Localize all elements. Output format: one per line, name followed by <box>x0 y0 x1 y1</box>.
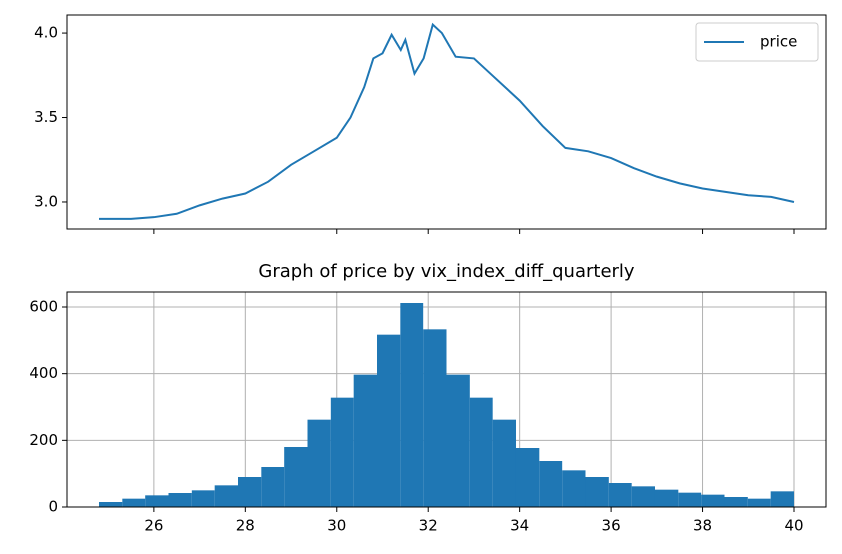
legend-box <box>695 22 819 62</box>
histogram-bar <box>562 470 586 507</box>
histogram-bar <box>99 502 123 507</box>
histogram-bar <box>330 397 354 507</box>
axes-frame <box>66 291 827 508</box>
histogram-bar <box>122 498 146 507</box>
histogram-bar <box>631 486 655 507</box>
y-tick-label: 400 <box>29 364 58 382</box>
histogram-bar <box>747 498 771 507</box>
x-tick-label: 30 <box>327 517 346 535</box>
x-tick-label: 34 <box>510 517 529 535</box>
axes-frame <box>66 14 827 230</box>
histogram-bar <box>307 419 331 507</box>
histogram-bar <box>191 490 215 507</box>
histogram-bar <box>214 485 239 507</box>
histogram-bar <box>770 491 794 507</box>
histogram-bar <box>145 495 169 507</box>
histogram-bar <box>724 497 748 507</box>
x-tick-label: 28 <box>236 517 255 535</box>
histogram-bar <box>539 461 563 507</box>
price-line <box>99 22 795 220</box>
histogram-bar <box>701 494 725 507</box>
histogram-bar <box>423 329 447 507</box>
histogram-bar <box>261 467 285 507</box>
histogram-bar <box>654 489 679 507</box>
histogram-bar <box>515 448 540 507</box>
x-tick-label: 32 <box>419 517 438 535</box>
histogram-bar <box>678 492 702 507</box>
histogram-bar <box>377 334 401 507</box>
y-tick-label: 200 <box>29 431 58 449</box>
x-tick-label: 26 <box>144 517 163 535</box>
x-tick-label: 40 <box>784 517 803 535</box>
histogram-bar <box>585 477 609 507</box>
y-tick-label: 3.5 <box>34 108 58 126</box>
histogram-bar <box>238 477 262 507</box>
y-tick-label: 3.0 <box>34 192 58 210</box>
histogram-bar <box>446 374 470 507</box>
y-tick-label: 4.0 <box>34 24 58 42</box>
histogram-bar <box>469 397 493 507</box>
histogram-bar <box>168 493 192 507</box>
histogram-bar <box>492 419 516 507</box>
x-tick-label: 38 <box>693 517 712 535</box>
legend-label: price <box>760 33 797 51</box>
y-tick-label: 0 <box>48 498 58 516</box>
histogram-bar <box>608 483 632 507</box>
chart-title: Graph of price by vix_index_diff_quarter… <box>258 261 635 282</box>
y-tick-label: 600 <box>29 298 58 316</box>
histogram-bar <box>353 374 378 507</box>
histogram-bar <box>400 303 424 507</box>
histogram-bar <box>284 447 308 507</box>
x-tick-label: 36 <box>602 517 621 535</box>
